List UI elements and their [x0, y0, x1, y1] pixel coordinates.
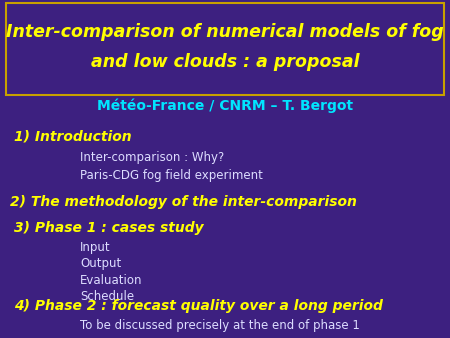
- Text: Météo-France / CNRM – T. Bergot: Météo-France / CNRM – T. Bergot: [97, 99, 353, 113]
- Text: 2) The methodology of the inter-comparison: 2) The methodology of the inter-comparis…: [10, 195, 357, 209]
- Text: To be discussed precisely at the end of phase 1: To be discussed precisely at the end of …: [80, 318, 360, 332]
- Text: 3) Phase 1 : cases study: 3) Phase 1 : cases study: [14, 221, 203, 235]
- Text: Input: Input: [80, 241, 111, 255]
- Text: 1) Introduction: 1) Introduction: [14, 129, 131, 143]
- Text: Output: Output: [80, 258, 121, 270]
- Text: Schedule: Schedule: [80, 290, 134, 303]
- Text: Inter-comparison : Why?: Inter-comparison : Why?: [80, 151, 224, 165]
- Text: Evaluation: Evaluation: [80, 273, 143, 287]
- Text: and low clouds : a proposal: and low clouds : a proposal: [91, 53, 359, 71]
- Text: 4) Phase 2 : forecast quality over a long period: 4) Phase 2 : forecast quality over a lon…: [14, 299, 383, 313]
- Text: Inter-comparison of numerical models of fog: Inter-comparison of numerical models of …: [6, 23, 444, 41]
- Text: Paris-CDG fog field experiment: Paris-CDG fog field experiment: [80, 169, 263, 183]
- FancyBboxPatch shape: [6, 3, 444, 95]
